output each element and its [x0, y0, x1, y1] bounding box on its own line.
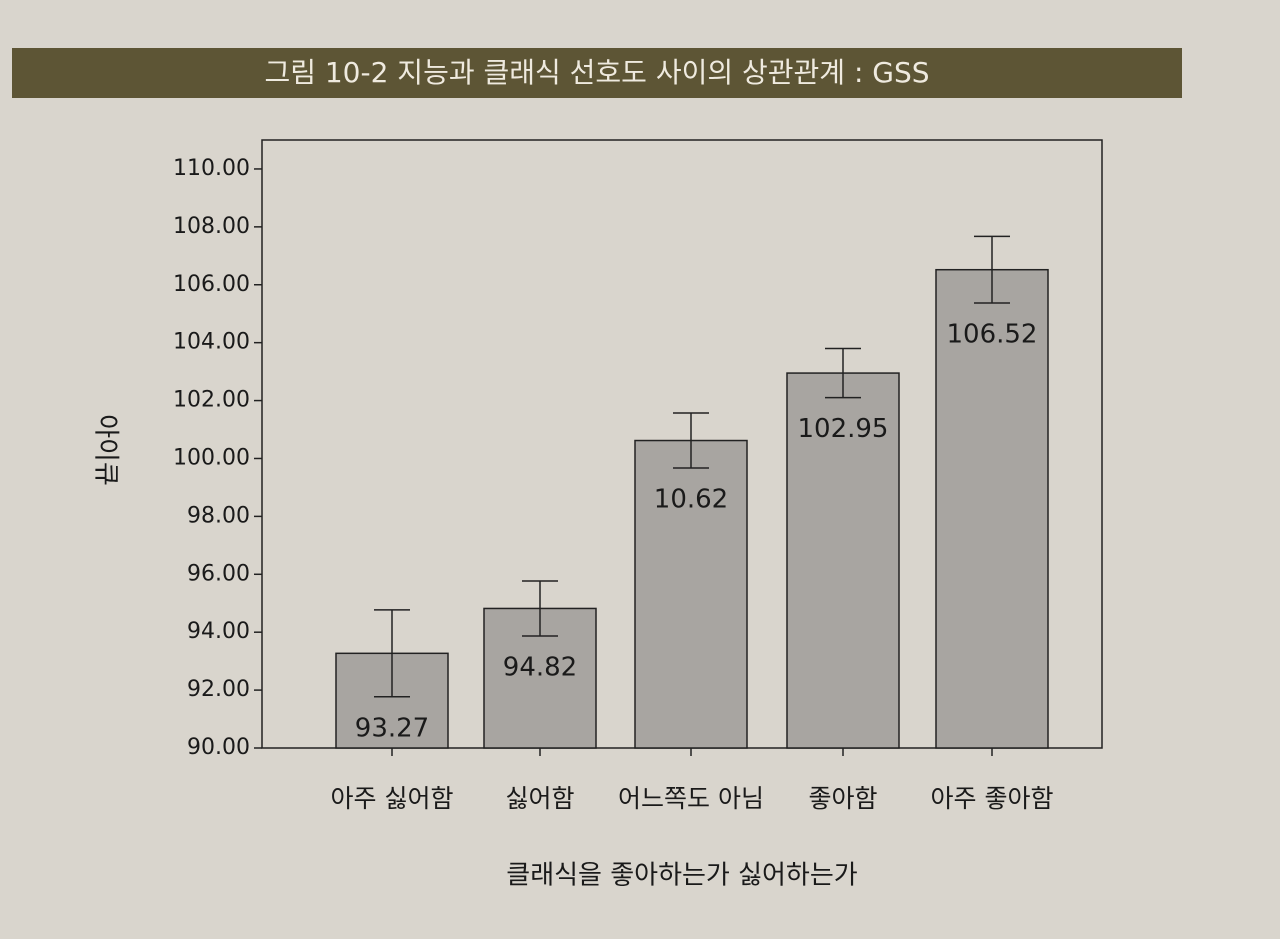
- data-label: 10.62: [654, 485, 728, 515]
- y-tick-label: 98.00: [187, 503, 250, 528]
- y-tick-label: 104.00: [173, 330, 250, 355]
- title-bar: [12, 48, 1182, 98]
- chart-title: 그림 10-2 지능과 클래식 선호도 사이의 상관관계 : GSS: [264, 56, 929, 89]
- x-tick-label: 아주 싫어함: [331, 784, 454, 813]
- x-tick-label: 아주 좋아함: [931, 784, 1054, 813]
- y-tick-label: 96.00: [187, 561, 250, 586]
- data-label: 93.27: [355, 713, 429, 743]
- data-label: 102.95: [798, 414, 889, 444]
- y-tick-label: 106.00: [173, 272, 250, 297]
- y-tick-label: 90.00: [187, 735, 250, 760]
- data-label: 94.82: [503, 652, 577, 682]
- x-tick-label: 좋아함: [808, 784, 877, 813]
- bar: [786, 372, 900, 749]
- bar: [935, 268, 1049, 749]
- y-tick-label: 100.00: [173, 445, 250, 470]
- y-tick-label: 92.00: [187, 677, 250, 702]
- x-tick-label: 싫어함: [505, 784, 574, 813]
- y-tick-label: 110.00: [173, 156, 250, 181]
- y-tick-label: 108.00: [173, 214, 250, 239]
- data-label: 106.52: [947, 320, 1038, 350]
- y-tick-label: 102.00: [173, 388, 250, 413]
- x-axis-label: 클래식을 좋아하는가 싫어하는가: [506, 861, 857, 891]
- y-tick-label: 94.00: [187, 619, 250, 644]
- x-tick-label: 어느쪽도 아님: [618, 784, 764, 813]
- bar: [634, 439, 748, 749]
- y-axis-label: 아이큐: [91, 414, 121, 486]
